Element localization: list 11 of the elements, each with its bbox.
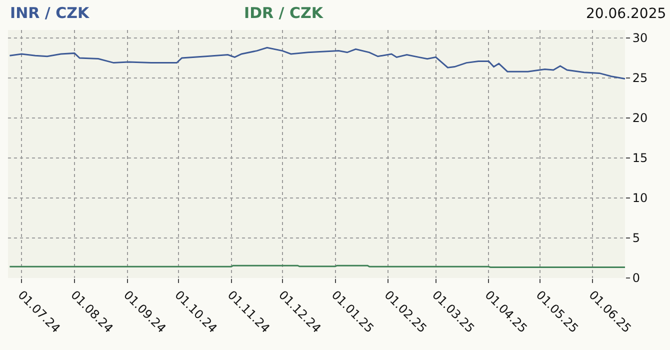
text: 20.06.2025 [586,6,666,22]
y-tick-label: 25 [632,71,648,86]
y-tick-label: 30 [632,31,648,46]
text: IDR / CZK [244,4,324,22]
y-tick-label: 20 [632,111,648,126]
text: INR / CZK [10,4,90,22]
y-tick-label: 0 [632,271,640,286]
y-tick-label: 5 [632,231,640,246]
line-series [8,46,625,80]
y-tick-label: 15 [632,151,648,166]
y-tick-label: 10 [632,191,648,206]
